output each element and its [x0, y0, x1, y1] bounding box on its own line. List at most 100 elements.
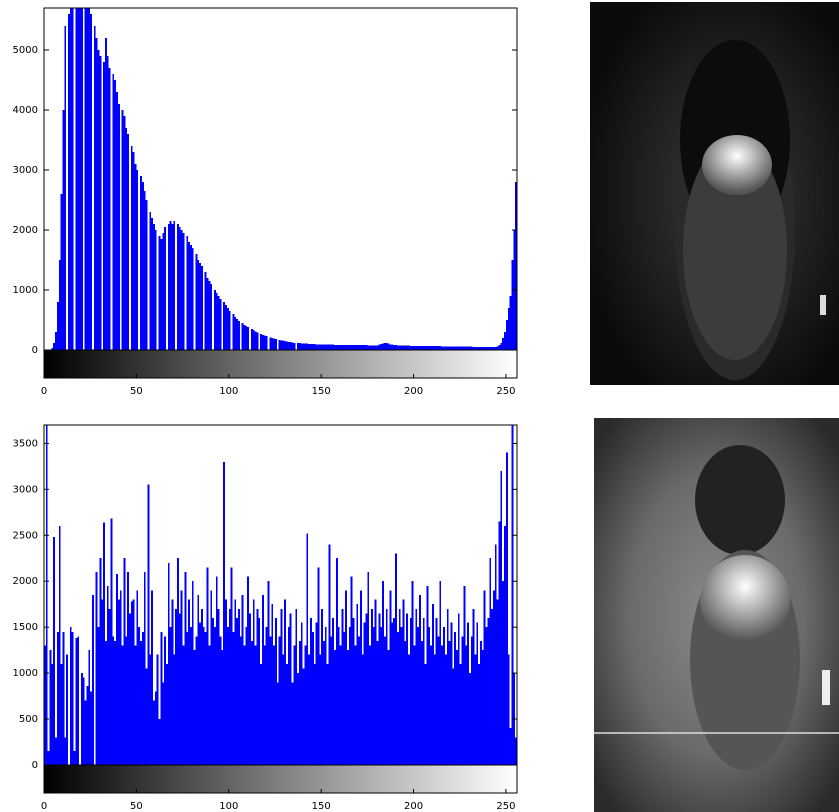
y-tick-label: 500: [19, 714, 38, 725]
bar: [489, 347, 492, 350]
bar: [430, 346, 433, 350]
bar: [191, 581, 194, 765]
bar: [51, 663, 54, 765]
bar: [456, 650, 458, 765]
bar: [437, 636, 440, 765]
bar: [236, 318, 239, 350]
bar: [476, 622, 479, 765]
bar: [339, 344, 342, 350]
x-tick-label: 0: [41, 386, 47, 397]
bar: [470, 346, 473, 350]
bar: [252, 330, 255, 350]
bar: [341, 608, 344, 765]
bar: [167, 562, 170, 765]
y-tick-label: 5000: [13, 45, 38, 56]
bar: [504, 526, 506, 765]
bar: [132, 152, 135, 350]
bar: [228, 608, 231, 765]
bar: [391, 622, 394, 765]
bar: [489, 558, 492, 765]
y-tick-label: 1500: [13, 622, 38, 633]
bar: [337, 344, 340, 350]
bar: [339, 645, 342, 765]
bar: [92, 595, 94, 765]
bar: [175, 608, 178, 765]
bar: [217, 608, 220, 765]
bar: [127, 134, 129, 350]
bar: [507, 654, 510, 765]
bar: [433, 346, 436, 350]
bar: [197, 595, 200, 765]
bar: [206, 278, 209, 350]
bar: [359, 345, 362, 350]
bar: [178, 613, 181, 765]
bar: [177, 224, 179, 350]
x-tick-label: 250: [496, 801, 515, 812]
bar: [239, 636, 242, 765]
y-tick-label: 4000: [13, 105, 38, 116]
bar: [208, 645, 211, 765]
bar: [382, 343, 384, 350]
bar: [428, 346, 431, 350]
bar: [500, 470, 503, 765]
bar: [389, 344, 392, 350]
bar: [217, 296, 220, 350]
bar: [82, 677, 85, 765]
bar: [250, 640, 253, 765]
bar: [326, 344, 329, 350]
bar: [193, 650, 196, 765]
bar: [140, 640, 142, 765]
bar: [45, 425, 48, 765]
bar: [406, 613, 408, 765]
bar: [424, 663, 427, 765]
bar: [291, 342, 294, 350]
bar: [476, 346, 479, 350]
bar: [417, 627, 420, 765]
bar: [422, 617, 425, 765]
bar: [426, 346, 429, 350]
bar: [178, 227, 181, 350]
bar: [435, 617, 438, 765]
bar: [315, 622, 318, 765]
bar: [260, 333, 263, 350]
bar: [380, 344, 383, 350]
bar: [180, 230, 183, 350]
bar: [454, 346, 457, 350]
bar: [459, 663, 462, 765]
bar: [184, 572, 187, 765]
bar: [507, 308, 510, 350]
bar: [367, 345, 370, 350]
bar: [180, 590, 183, 765]
bar: [90, 14, 93, 350]
y-tick-label: 3000: [13, 484, 38, 495]
bar: [515, 182, 517, 350]
bar: [313, 344, 316, 350]
bar: [62, 110, 65, 350]
bar: [136, 590, 139, 765]
bar: [136, 170, 139, 350]
bar: [254, 645, 257, 765]
bar: [480, 640, 482, 765]
bar: [151, 590, 154, 765]
bar: [212, 617, 214, 765]
bar: [334, 344, 336, 350]
bar: [465, 346, 468, 350]
bar: [509, 728, 512, 765]
bar: [415, 345, 418, 350]
bar: [457, 346, 460, 350]
bar: [173, 654, 176, 765]
bar: [352, 617, 355, 765]
bar: [149, 212, 152, 350]
bar: [446, 608, 449, 765]
bar: [387, 650, 390, 765]
image-bottom: [594, 418, 839, 812]
bar: [328, 344, 331, 350]
bar: [204, 272, 207, 350]
bar: [199, 263, 202, 350]
bar: [158, 236, 161, 350]
y-tick-label: 2000: [13, 576, 38, 587]
bar: [420, 640, 423, 765]
bar: [310, 344, 312, 350]
y-tick-label: 3000: [13, 165, 38, 176]
bar: [450, 346, 453, 350]
